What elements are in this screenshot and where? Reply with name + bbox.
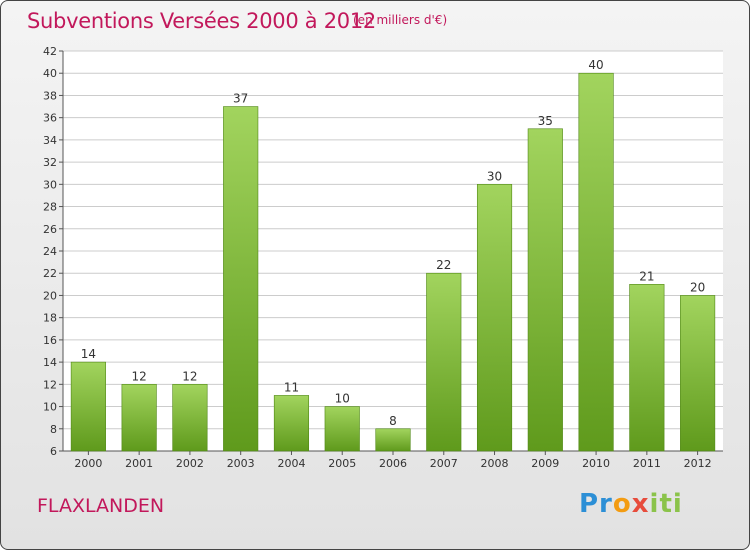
bar-2011 <box>629 284 665 452</box>
x-tick-label: 2002 <box>176 457 204 470</box>
x-tick-label: 2012 <box>684 457 712 470</box>
bar-2000 <box>70 361 106 452</box>
y-tick-label: 6 <box>50 445 57 458</box>
y-tick-label: 34 <box>43 134 57 147</box>
y-tick-label: 40 <box>43 67 57 80</box>
data-label-2007: 22 <box>436 258 451 272</box>
chart-title: Subventions Versées 2000 à 2012 <box>27 9 376 33</box>
bar-2001 <box>121 384 157 452</box>
bar-2012 <box>680 295 716 452</box>
data-label-2003: 37 <box>233 92 248 106</box>
x-tick-label: 2011 <box>633 457 661 470</box>
data-label-2008: 30 <box>487 169 502 183</box>
x-tick-label: 2004 <box>277 457 305 470</box>
bar-2005 <box>324 406 360 452</box>
y-tick-label: 12 <box>43 378 57 391</box>
bar-2003 <box>223 106 259 452</box>
data-label-2011: 21 <box>639 269 654 283</box>
x-tick-label: 2005 <box>328 457 356 470</box>
x-tick-label: 2003 <box>227 457 255 470</box>
y-tick-label: 42 <box>43 45 57 58</box>
bar-2010 <box>578 72 614 452</box>
data-label-2002: 12 <box>182 369 197 383</box>
place-name: FLAXLANDEN <box>37 495 165 517</box>
x-tick-label: 2000 <box>74 457 102 470</box>
chart-subtitle: (en milliers d'€) <box>353 13 448 27</box>
data-label-2005: 10 <box>335 392 350 406</box>
y-tick-label: 24 <box>43 245 57 258</box>
y-tick-label: 38 <box>43 89 57 102</box>
data-label-2009: 35 <box>538 114 553 128</box>
y-tick-label: 32 <box>43 156 57 169</box>
x-tick-label: 2008 <box>481 457 509 470</box>
data-label-2006: 8 <box>389 414 397 428</box>
bar-2009 <box>527 128 563 452</box>
bar-2006 <box>375 428 411 452</box>
data-label-2010: 40 <box>588 58 603 72</box>
bar-2007 <box>426 272 462 452</box>
y-tick-label: 14 <box>43 356 57 369</box>
data-label-2012: 20 <box>690 280 705 294</box>
y-tick-label: 28 <box>43 201 57 214</box>
y-tick-label: 36 <box>43 112 57 125</box>
data-label-2000: 14 <box>81 347 96 361</box>
x-tick-label: 2009 <box>531 457 559 470</box>
y-tick-label: 18 <box>43 312 57 325</box>
y-tick-label: 26 <box>43 223 57 236</box>
y-tick-label: 16 <box>43 334 57 347</box>
bar-2002 <box>172 384 208 452</box>
y-tick-label: 10 <box>43 401 57 414</box>
x-tick-label: 2010 <box>582 457 610 470</box>
x-tick-label: 2006 <box>379 457 407 470</box>
data-label-2004: 11 <box>284 380 299 394</box>
data-label-2001: 12 <box>132 369 147 383</box>
bar-2008 <box>476 184 513 452</box>
y-tick-label: 20 <box>43 289 57 302</box>
y-tick-label: 22 <box>43 267 57 280</box>
y-tick-label: 30 <box>43 178 57 191</box>
y-tick-label: 8 <box>50 423 57 436</box>
x-tick-label: 2001 <box>125 457 153 470</box>
proxiti-logo: Proxiti <box>579 489 683 519</box>
bar-2004 <box>273 395 310 452</box>
x-tick-label: 2007 <box>430 457 458 470</box>
